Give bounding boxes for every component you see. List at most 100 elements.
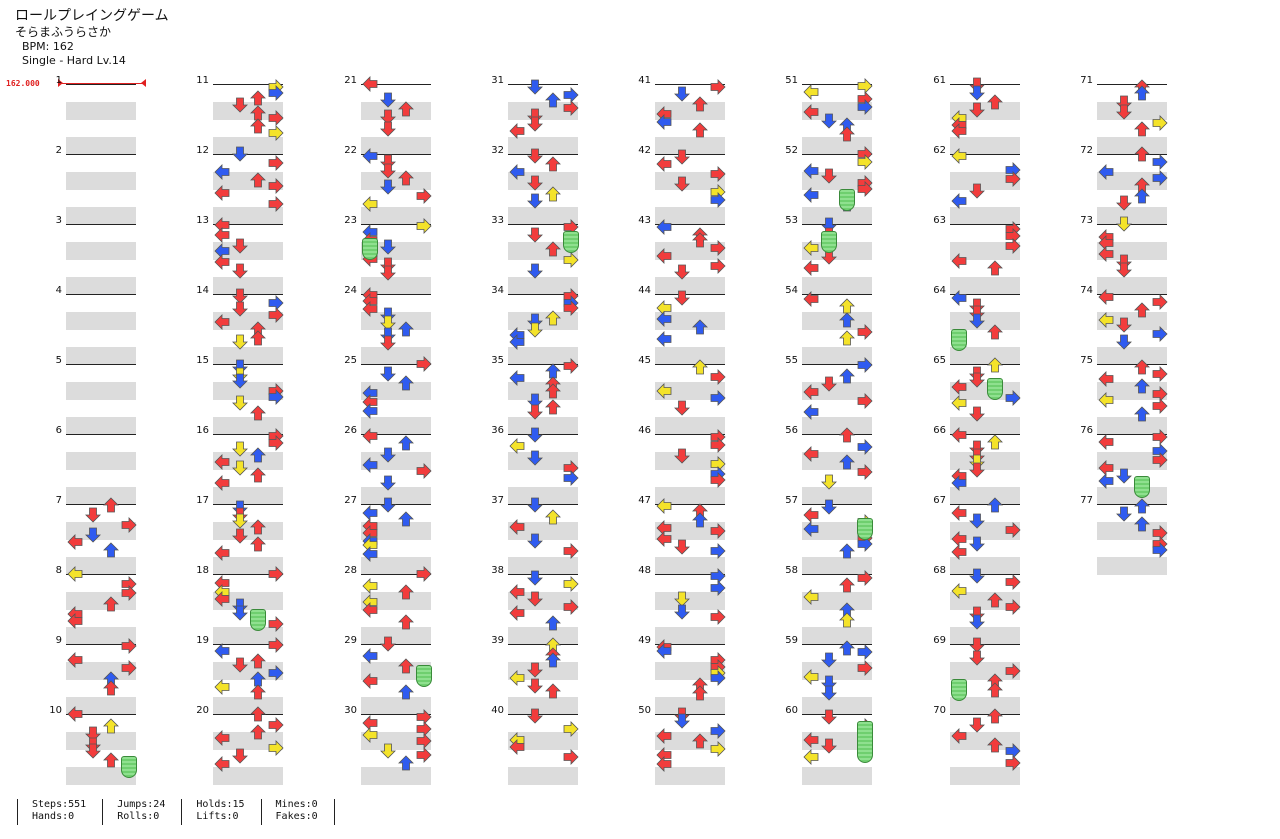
step-arrow <box>674 401 690 417</box>
stats-column-4: Mines:0 Fakes:0 <box>260 799 335 825</box>
measure-number: 73 <box>1080 215 1093 226</box>
step-arrow <box>1005 522 1021 539</box>
step-arrow <box>821 376 837 392</box>
step-arrow <box>1152 541 1168 558</box>
step-arrow <box>803 589 819 606</box>
beat-strip <box>1097 556 1167 575</box>
step-arrow <box>1152 293 1168 310</box>
hold-note <box>857 518 873 540</box>
step-arrow <box>987 357 1003 373</box>
measure-number: 54 <box>785 285 798 296</box>
beat-strip <box>655 556 725 575</box>
step-arrow <box>545 186 561 202</box>
step-arrow <box>268 637 284 654</box>
mines-count: Mines:0 <box>275 799 318 810</box>
beat-strip <box>66 591 136 610</box>
measure-line <box>66 644 136 645</box>
step-arrow <box>563 99 579 116</box>
step-arrow <box>380 366 396 382</box>
step-arrow <box>1134 359 1150 375</box>
beat-strip <box>655 171 725 190</box>
step-arrow <box>803 84 819 101</box>
step-arrow <box>969 102 985 118</box>
step-arrow <box>545 509 561 525</box>
step-arrow <box>821 739 837 755</box>
measure-number: 37 <box>491 495 504 506</box>
step-arrow <box>674 290 690 306</box>
beat-strip <box>1097 206 1167 225</box>
measure-line <box>66 364 136 365</box>
measure-number: 65 <box>933 355 946 366</box>
jumps-count: Jumps:24 <box>117 799 166 810</box>
step-arrow <box>1098 473 1114 490</box>
step-arrow <box>951 394 967 411</box>
beat-strip <box>361 381 431 400</box>
measure-number: 49 <box>638 635 651 646</box>
step-arrow <box>362 148 378 165</box>
beat-strip <box>508 346 578 365</box>
beat-strip <box>213 136 283 155</box>
beat-strip <box>508 311 578 330</box>
step-arrow <box>803 383 819 400</box>
beat-strip <box>802 521 872 540</box>
beat-strip <box>802 171 872 190</box>
beat-strip <box>950 696 1020 715</box>
step-arrow <box>656 219 672 236</box>
beat-strip <box>213 731 283 750</box>
step-arrow <box>563 469 579 486</box>
hold-note <box>839 189 855 211</box>
measure-number: 7 <box>55 495 62 506</box>
beat-strip <box>66 416 136 435</box>
measure-line <box>66 434 136 435</box>
beat-strip <box>66 451 136 470</box>
measure-number: 20 <box>196 705 209 716</box>
measure-number: 6 <box>55 425 62 436</box>
step-arrow <box>1116 216 1132 232</box>
measure-line <box>802 644 872 645</box>
step-arrow <box>268 124 284 141</box>
step-arrow <box>563 599 579 616</box>
step-arrow <box>969 717 985 733</box>
step-arrow <box>1005 574 1021 591</box>
step-arrow <box>1152 398 1168 415</box>
step-arrow <box>1134 146 1150 162</box>
step-arrow <box>268 85 284 102</box>
beat-strip <box>655 766 725 785</box>
step-arrow <box>416 566 432 583</box>
step-arrow <box>214 184 230 201</box>
step-arrow <box>362 76 378 93</box>
step-arrow <box>710 579 726 596</box>
step-arrow <box>380 121 396 137</box>
step-arrow <box>380 743 396 759</box>
measure-number: 63 <box>933 215 946 226</box>
step-arrow <box>545 309 561 325</box>
beat-strip <box>508 556 578 575</box>
beat-strip <box>802 591 872 610</box>
measure-number: 8 <box>55 565 62 576</box>
beat-strip <box>1097 311 1167 330</box>
song-title: ロールプレイングゲーム <box>15 8 169 24</box>
beat-strip <box>213 416 283 435</box>
beat-strip <box>655 136 725 155</box>
step-arrow <box>268 615 284 632</box>
step-arrow <box>509 739 525 756</box>
step-arrow <box>103 596 119 612</box>
lifts-count: Lifts:0 <box>196 811 239 822</box>
beat-strip <box>950 416 1020 435</box>
step-arrow <box>268 177 284 194</box>
measure-line <box>508 714 578 715</box>
beat-strip <box>655 451 725 470</box>
measure-line <box>508 224 578 225</box>
measure-line <box>802 714 872 715</box>
step-arrow <box>362 403 378 419</box>
measure-line <box>213 224 283 225</box>
step-arrow <box>268 195 284 212</box>
step-arrow <box>268 435 284 452</box>
step-arrow <box>232 289 248 305</box>
step-arrow <box>821 475 837 491</box>
step-arrow <box>527 79 543 95</box>
measure-number: 39 <box>491 635 504 646</box>
measure-number: 48 <box>638 565 651 576</box>
step-arrow <box>857 464 873 481</box>
step-arrow <box>1098 245 1114 262</box>
